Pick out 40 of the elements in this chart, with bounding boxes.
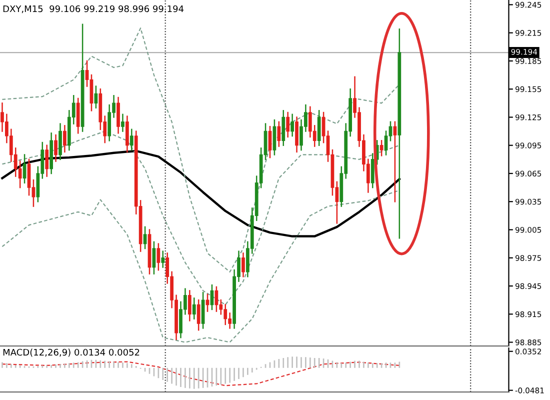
candlestick [268,126,272,158]
candlestick [380,140,384,156]
candlestick [22,154,26,184]
candlestick [282,110,286,146]
candlestick [242,252,245,278]
candlestick [161,250,165,268]
candlestick [192,298,196,320]
candlestick [54,134,58,162]
line-series [1,150,401,238]
candlestick [201,292,205,329]
candlestick [152,241,156,274]
candlestick [94,86,98,108]
candlestick [286,112,290,138]
candlestick [130,128,134,151]
candlestick [116,96,120,134]
candlestick [45,144,49,177]
line-series [2,361,400,386]
line-series [2,28,400,272]
candlestick [370,153,374,188]
candlestick [277,121,281,147]
candlestick [188,290,192,322]
candlestick [272,119,276,156]
candlestick [206,294,210,312]
candlestick [295,116,298,153]
text: DXY,M15 99.106 99.219 98.996 99.194 [3,5,184,14]
candlestick [63,125,66,153]
line-series [2,190,400,343]
candlestick [58,123,62,160]
candlestick [143,226,147,250]
candlestick [126,116,129,153]
candlestick [121,114,124,132]
chart-title: MACD(12,26,9) 0.0134 0.0052 [3,348,140,357]
candlestick [27,158,31,196]
candlestick [317,110,321,146]
candlestick [393,121,397,202]
candlestick [196,299,200,331]
candlestick [108,104,112,142]
candlestick [156,243,160,271]
candlestick [76,98,80,134]
candlestick [290,114,294,137]
